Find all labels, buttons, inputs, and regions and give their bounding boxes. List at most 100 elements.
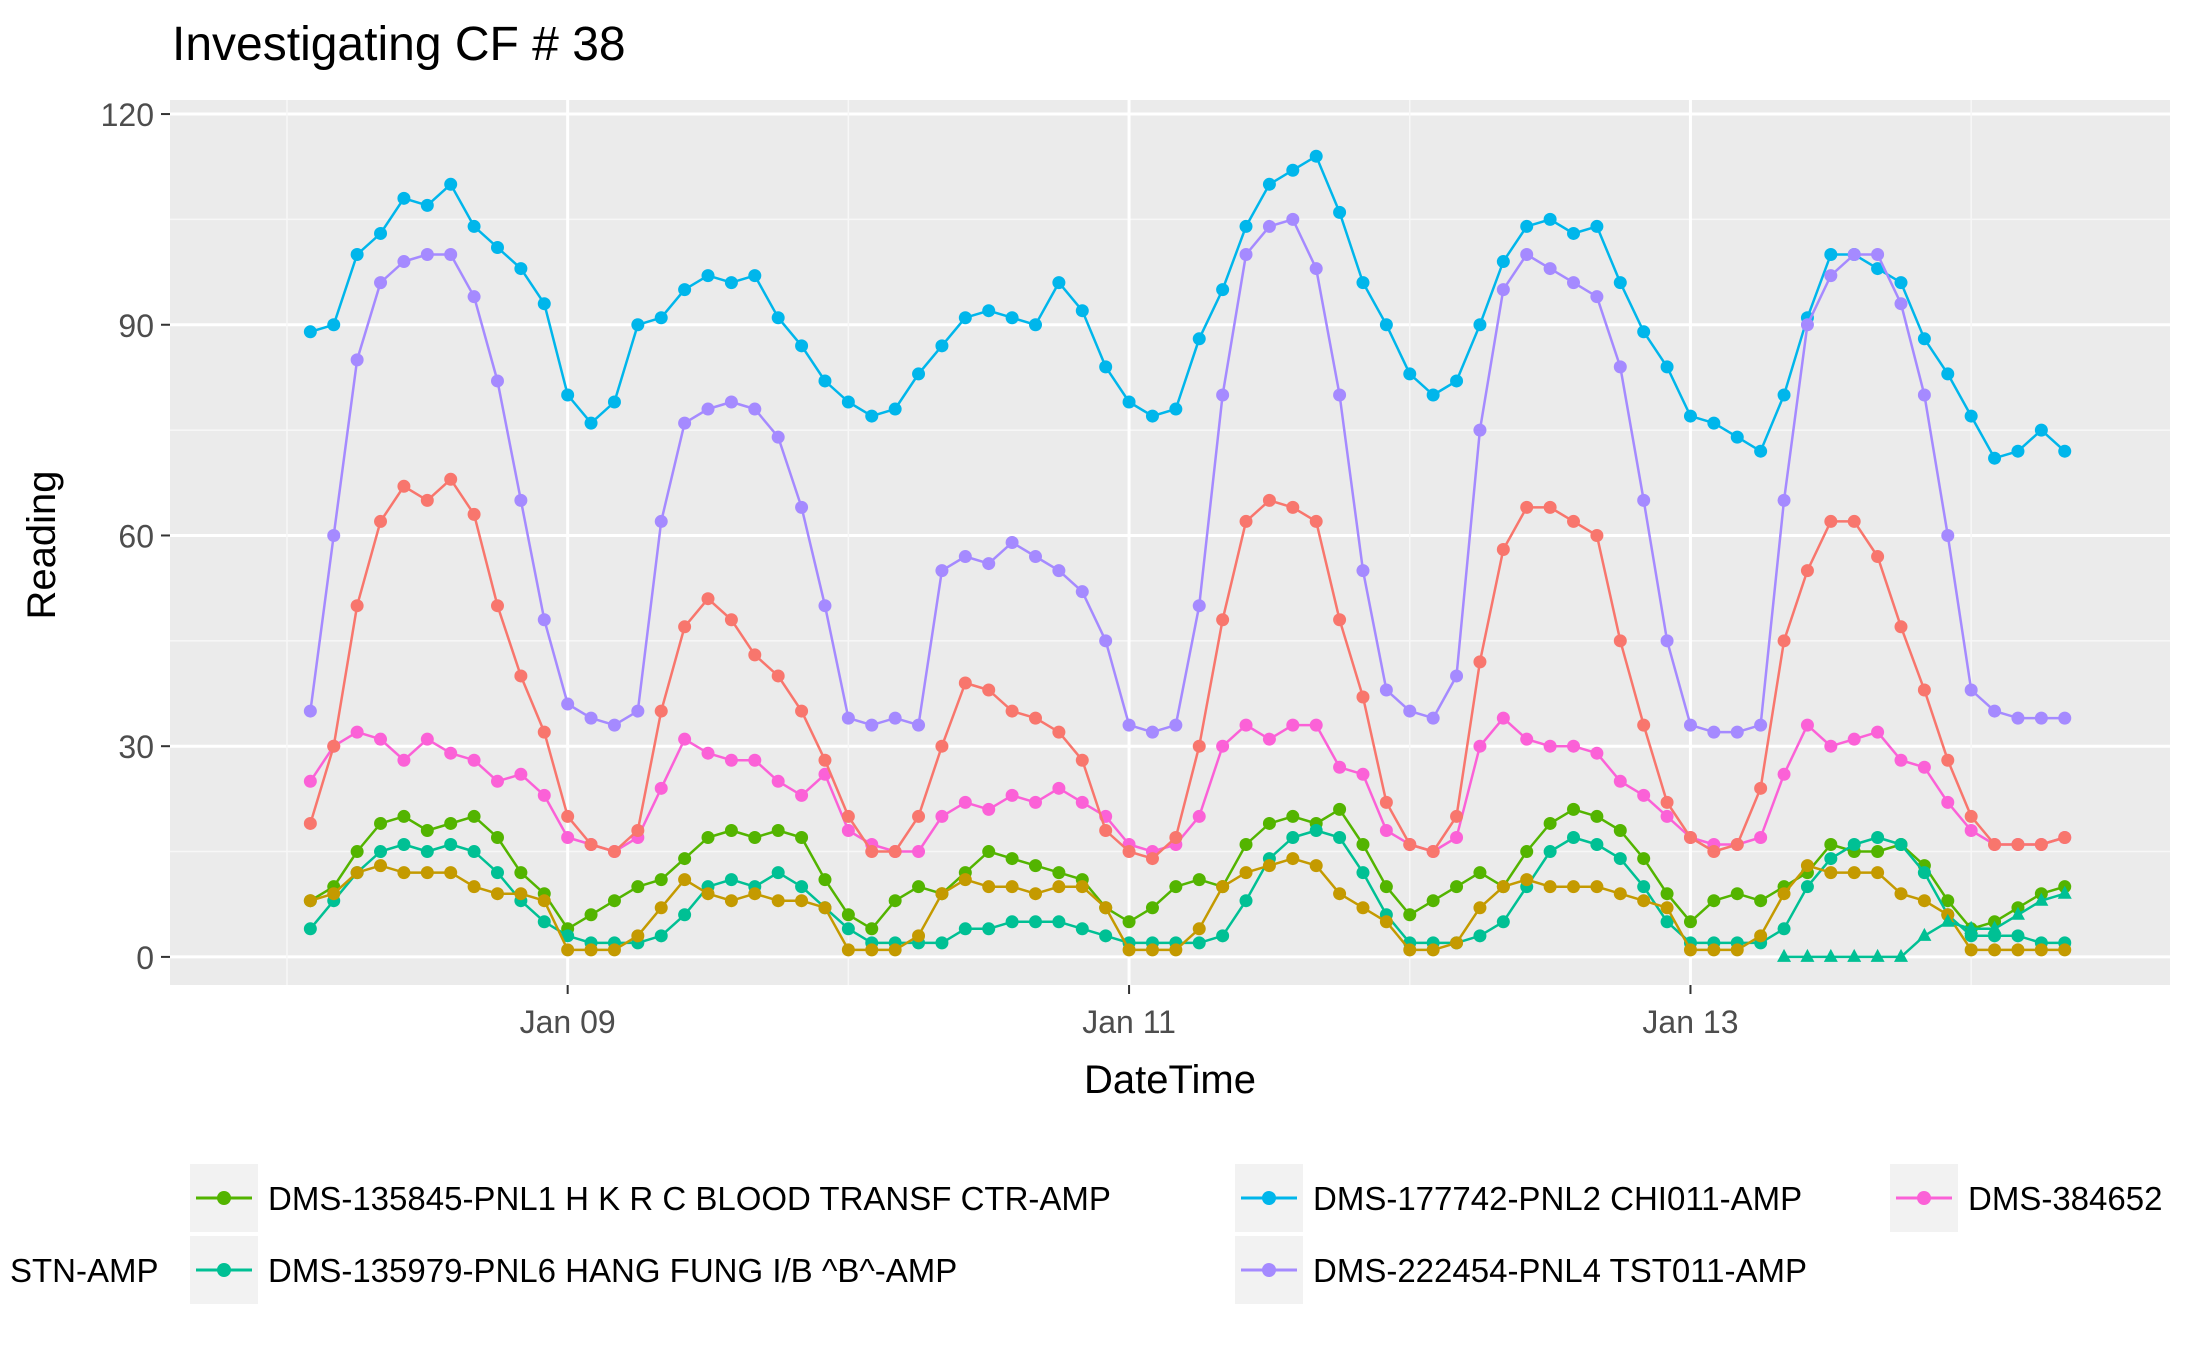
data-point [1333, 802, 1347, 816]
legend-key-point [1262, 1191, 1276, 1205]
series-line [310, 857, 2065, 952]
series-line [309, 218, 2065, 734]
data-point [607, 894, 621, 908]
data-point [1543, 816, 1557, 830]
data-point [1262, 732, 1276, 746]
data-point [841, 922, 855, 936]
legend: DMS-135845-PNL1 H K R C BLOOD TRANSF CTR… [10, 1164, 2162, 1304]
data-point [724, 276, 738, 290]
data-point [490, 374, 504, 388]
data-point [1590, 880, 1604, 894]
data-point [1169, 831, 1183, 844]
data-point [1941, 367, 1955, 381]
data-point [1192, 739, 1206, 753]
x-tick-label: Jan 09 [520, 1004, 616, 1040]
data-point [1192, 936, 1206, 950]
data-point [935, 936, 949, 950]
data-point [1754, 894, 1768, 908]
data-point [420, 732, 434, 746]
data-point [1473, 655, 1487, 669]
data-point [1894, 276, 1908, 290]
data-point [444, 472, 458, 486]
data-point [1660, 915, 1674, 929]
data-point [1122, 915, 1136, 929]
data-point [1496, 543, 1510, 557]
data-point [888, 711, 902, 725]
data-point [1777, 493, 1791, 507]
data-point [1333, 205, 1347, 219]
data-point [771, 669, 785, 683]
data-point [1567, 802, 1581, 816]
data-point [1660, 901, 1674, 915]
data-point [935, 887, 949, 901]
data-point [1660, 360, 1674, 374]
data-point [1941, 894, 1955, 908]
data-point [397, 255, 411, 269]
data-point [1005, 311, 1019, 325]
data-point [1333, 887, 1347, 901]
data-point [1917, 866, 1931, 880]
data-point [1239, 248, 1253, 262]
data-point [1333, 760, 1347, 774]
data-point [303, 774, 317, 788]
data-point [818, 901, 832, 915]
legend-label: DMS-135845-PNL1 H K R C BLOOD TRANSF CTR… [268, 1180, 1111, 1217]
data-point [912, 880, 926, 894]
data-point [1356, 564, 1370, 578]
data-point [1871, 262, 1885, 276]
data-point [1543, 262, 1557, 276]
data-point [1333, 388, 1347, 402]
data-point [1520, 732, 1534, 746]
data-point [1660, 795, 1674, 809]
data-point [584, 908, 598, 922]
data-point [1660, 809, 1674, 823]
data-point [1754, 929, 1768, 943]
data-point [865, 943, 879, 957]
data-point [631, 318, 645, 332]
data-point [1052, 866, 1066, 880]
data-point [1473, 423, 1487, 437]
data-point [1964, 683, 1978, 697]
data-point [701, 402, 715, 416]
data-point [467, 507, 481, 521]
data-point [1122, 395, 1136, 409]
data-point [654, 781, 668, 795]
data-point [1894, 620, 1908, 634]
data-point [607, 395, 621, 409]
data-point [1426, 845, 1440, 859]
data-point [1192, 873, 1206, 887]
data-point [374, 859, 388, 873]
data-point [2058, 444, 2072, 458]
data-point [1894, 297, 1908, 311]
legend-key-point [217, 1191, 231, 1205]
data-point [1286, 809, 1300, 823]
data-point [1777, 922, 1791, 936]
data-point [1099, 360, 1113, 374]
data-point [2010, 906, 2025, 920]
data-point [748, 831, 762, 844]
data-point [2034, 892, 2049, 906]
data-point [374, 732, 388, 746]
data-point [1145, 409, 1159, 423]
data-point [1613, 360, 1627, 374]
data-point [490, 831, 504, 844]
data-point [1637, 788, 1651, 802]
data-point [748, 753, 762, 767]
data-point [1847, 732, 1861, 746]
data-point [1988, 943, 2002, 957]
data-point [420, 823, 434, 837]
legend-label: DMS-135979-PNL6 HANG FUNG I/B ^B^-AMP [268, 1252, 957, 1289]
data-point [1824, 514, 1838, 528]
series-layer [303, 149, 2072, 962]
data-point [678, 908, 692, 922]
data-point [1450, 880, 1464, 894]
data-point [537, 613, 551, 627]
data-point [1777, 948, 1792, 962]
data-point [1567, 831, 1581, 844]
data-point [444, 746, 458, 760]
data-point [1613, 634, 1627, 648]
data-point [1847, 948, 1862, 962]
data-point [1847, 866, 1861, 880]
data-point [420, 866, 434, 880]
data-point [561, 388, 575, 402]
